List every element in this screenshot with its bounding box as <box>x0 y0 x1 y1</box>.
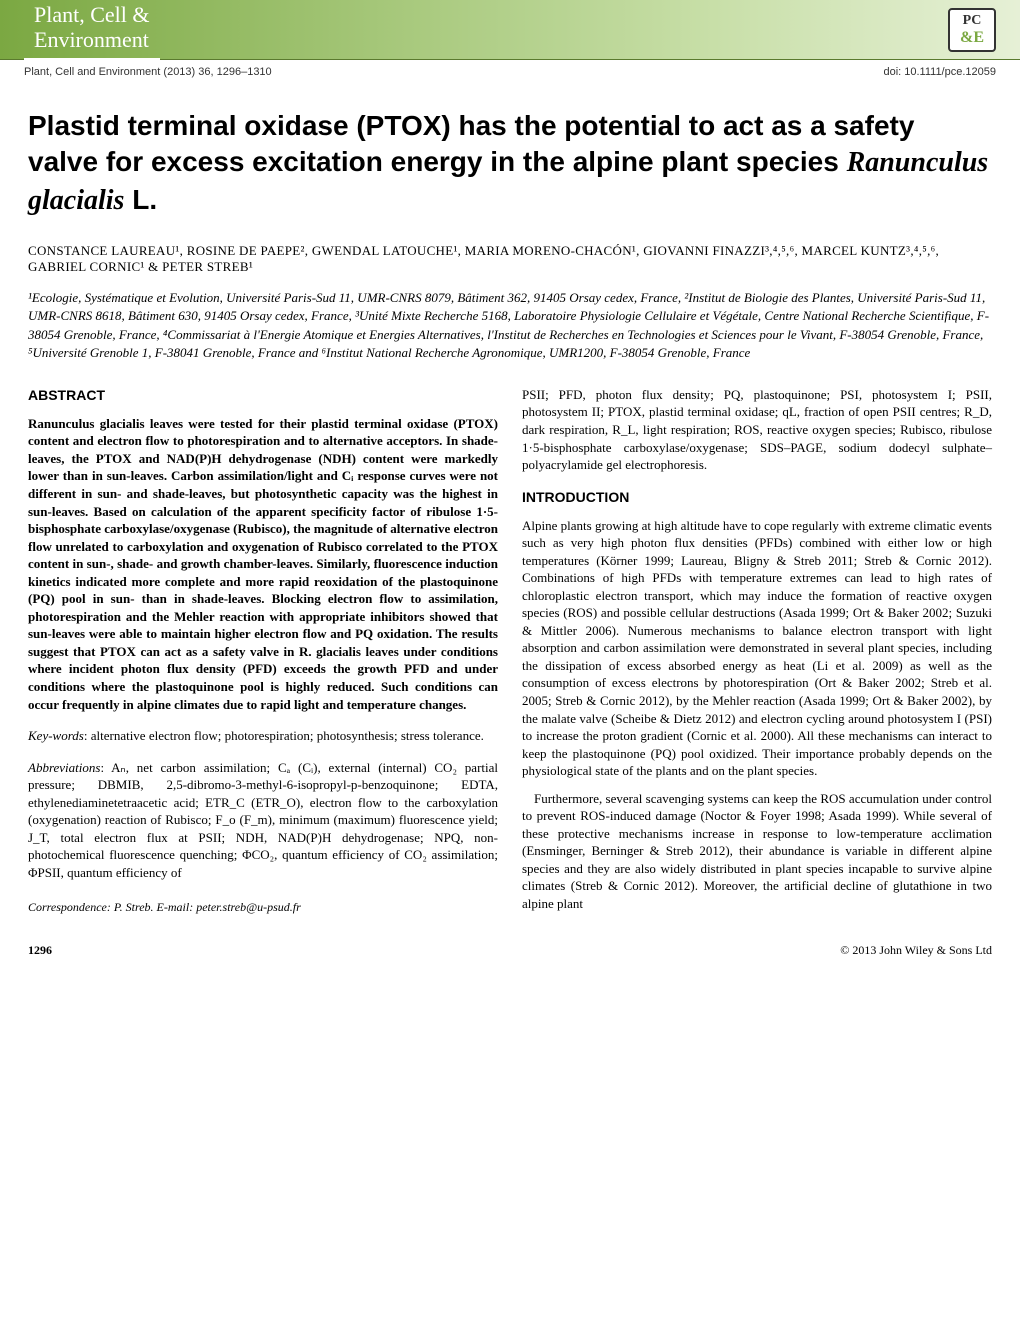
authors: CONSTANCE LAUREAU¹, ROSINE DE PAEPE², GW… <box>0 243 1020 289</box>
journal-logo: PC &E <box>948 8 996 52</box>
columns: ABSTRACT Ranunculus glacialis leaves wer… <box>0 386 1020 923</box>
intro-p2: Furthermore, several scavenging systems … <box>522 790 992 913</box>
correspondence: Correspondence: P. Streb. E-mail: peter.… <box>28 899 498 915</box>
doi: doi: 10.1111/pce.12059 <box>883 66 996 78</box>
meta-row: Plant, Cell and Environment (2013) 36, 1… <box>0 60 1020 96</box>
column-left: ABSTRACT Ranunculus glacialis leaves wer… <box>28 386 498 923</box>
title-post: L. <box>124 184 157 215</box>
journal-line1: Plant, Cell & <box>34 3 150 27</box>
keywords: Key-words: alternative electron flow; ph… <box>28 727 498 745</box>
article-title: Plastid terminal oxidase (PTOX) has the … <box>0 96 1020 243</box>
affiliations: ¹Ecologie, Systématique et Evolution, Un… <box>0 289 1020 386</box>
journal-line2: Environment <box>34 28 150 52</box>
abbrev-label: Abbreviations <box>28 760 100 775</box>
header-bar: Plant, Cell & Environment PC &E <box>0 0 1020 60</box>
abstract-heading: ABSTRACT <box>28 386 498 405</box>
keywords-text: : alternative electron flow; photorespir… <box>84 728 484 743</box>
page-number: 1296 <box>28 943 52 958</box>
footer: 1296 © 2013 John Wiley & Sons Ltd <box>0 923 1020 966</box>
abbreviations: Abbreviations: Aₙ, net carbon assimilati… <box>28 759 498 882</box>
abbrev-continued: PSII; PFD, photon flux density; PQ, plas… <box>522 386 992 474</box>
abstract-text: Ranunculus glacialis leaves were tested … <box>28 415 498 713</box>
keywords-label: Key-words <box>28 728 84 743</box>
title-pre: Plastid terminal oxidase (PTOX) has the … <box>28 110 914 177</box>
citation: Plant, Cell and Environment (2013) 36, 1… <box>24 66 272 78</box>
intro-heading: INTRODUCTION <box>522 488 992 507</box>
copyright: © 2013 John Wiley & Sons Ltd <box>840 943 992 958</box>
column-right: PSII; PFD, photon flux density; PQ, plas… <box>522 386 992 923</box>
abbrev-text: : Aₙ, net carbon assimilation; Cₐ (Cᵢ), … <box>28 760 498 880</box>
logo-e: &E <box>960 29 984 47</box>
logo-pc: PC <box>963 13 982 29</box>
intro-p1: Alpine plants growing at high altitude h… <box>522 517 992 780</box>
journal-name: Plant, Cell & Environment <box>24 0 160 60</box>
